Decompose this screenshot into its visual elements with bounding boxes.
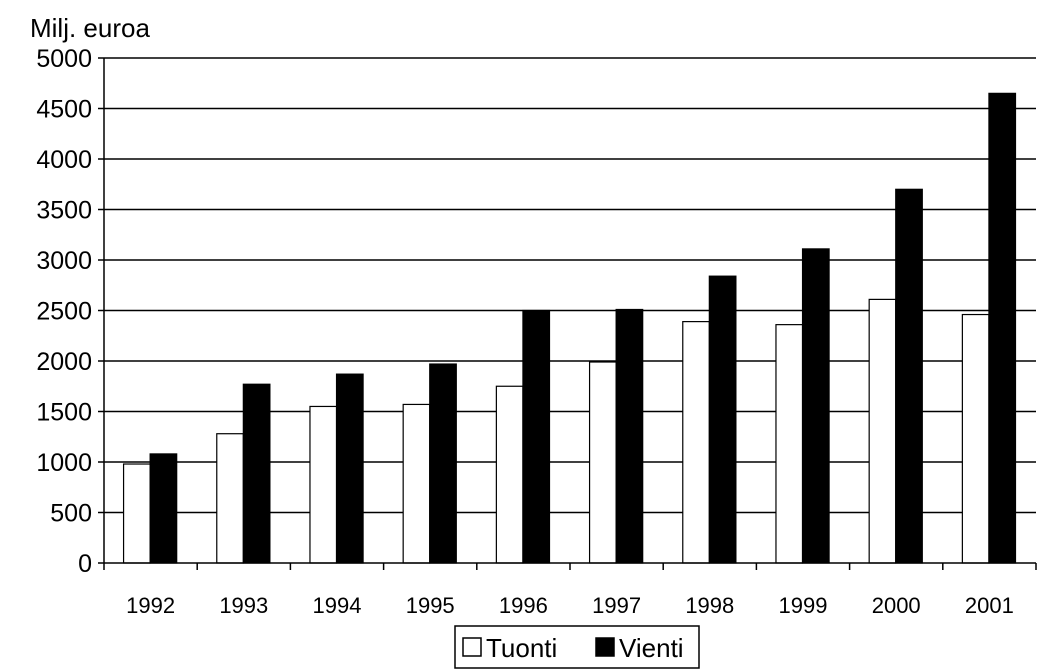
bar-tuonti-1999: [775, 324, 804, 564]
x-tick-label: 1999: [779, 593, 828, 618]
bar-vienti-1992: [149, 453, 178, 564]
y-tick-label: 3000: [36, 247, 92, 275]
legend-label-vienti: Vienti: [619, 633, 684, 663]
bar-tuonti-1992: [122, 463, 151, 564]
x-tick-label: 1996: [499, 593, 548, 618]
legend-frame: [454, 625, 700, 669]
bar-vienti-1999: [801, 248, 830, 564]
y-tick-labels: 0 500 1000 1500 2000 2500 3000 3500 4000 4500 5000: [36, 45, 92, 578]
x-tick-label: 1993: [219, 593, 268, 618]
y-tick-label: 2000: [36, 348, 92, 376]
bar-tuonti-1996: [495, 385, 524, 564]
x-tick-label: 1995: [406, 593, 455, 618]
y-tick-label: 1500: [36, 399, 92, 427]
y-tick-label: 2500: [36, 298, 92, 326]
y-tick-label: 500: [50, 500, 92, 528]
bar-tuonti-1998: [682, 321, 710, 564]
x-tick-label: 1992: [126, 593, 175, 618]
bar-tuonti-2000: [868, 298, 897, 564]
bar-tuonti-1994: [309, 405, 338, 564]
bars: [122, 92, 1017, 564]
legend: Tuonti Vienti: [454, 625, 700, 669]
x-tick-label: 1994: [313, 593, 362, 618]
bar-vienti-1996: [522, 309, 551, 564]
x-tick-label: 1998: [685, 593, 734, 618]
axes: [98, 57, 1037, 570]
y-axis-title: Milj. euroa: [30, 13, 150, 43]
bar-tuonti-1995: [402, 403, 431, 564]
bar-vienti-1994: [335, 373, 364, 564]
x-tick-labels: 1992 1993 1994 1995 1996 1997 1998 1999 2000 2001: [126, 593, 1014, 618]
legend-swatch-vienti: [595, 637, 615, 657]
y-tick-label: 0: [78, 550, 92, 578]
bar-tuonti-1997: [588, 361, 617, 564]
y-tick-label: 4500: [36, 96, 92, 124]
bar-tuonti-1993: [216, 433, 244, 564]
y-tick-label: 3500: [36, 197, 92, 225]
y-tick-label: 5000: [36, 45, 92, 73]
bar-vienti-2001: [988, 92, 1017, 564]
bar-tuonti-2001: [961, 313, 990, 564]
y-tick-label: 1000: [36, 449, 92, 477]
legend-swatch-tuonti: [462, 637, 482, 657]
y-tick-label: 4000: [36, 146, 92, 174]
bar-vienti-1997: [615, 308, 644, 564]
bar-vienti-1993: [242, 383, 271, 564]
legend-label-tuonti: Tuonti: [486, 633, 557, 663]
bar-vienti-1998: [708, 275, 737, 564]
bar-vienti-1995: [429, 363, 457, 564]
x-tick-label: 1997: [592, 593, 641, 618]
x-tick-label: 2000: [872, 593, 921, 618]
x-tick-label: 2001: [965, 593, 1014, 618]
bar-vienti-2000: [895, 188, 923, 564]
